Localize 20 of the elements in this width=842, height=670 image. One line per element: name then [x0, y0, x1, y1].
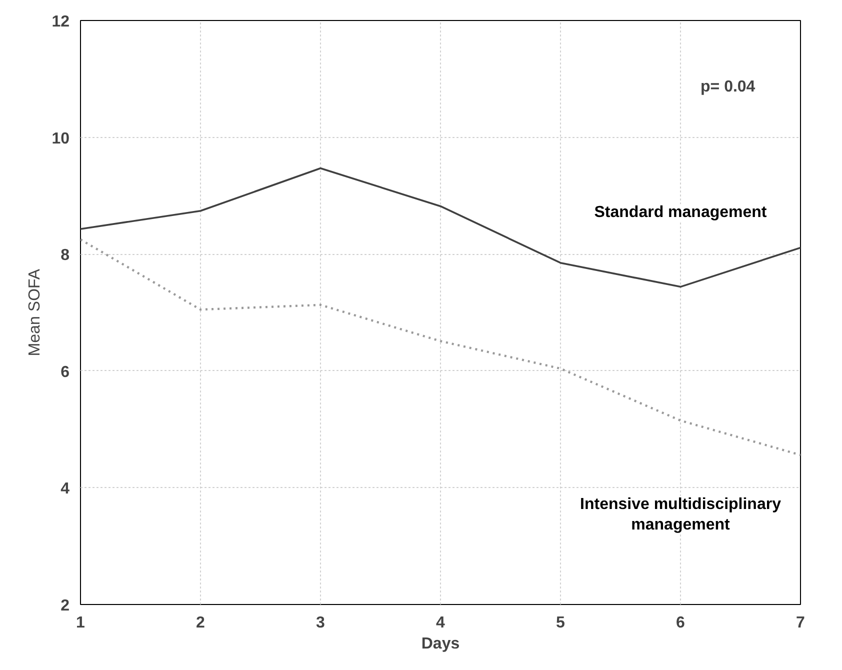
x-tick-label: 3 — [316, 614, 326, 632]
x-tick-label: 4 — [436, 614, 446, 632]
x-tick-label: 7 — [796, 614, 806, 632]
y-tick-label: 4 — [60, 480, 70, 498]
y-tick-label: 2 — [60, 598, 70, 614]
y-tick-label: 10 — [52, 130, 70, 148]
y-tick-label: 8 — [60, 247, 70, 264]
text: Intensive multidisciplinary management — [580, 496, 782, 534]
annotation: p= 0.04 — [700, 78, 756, 96]
y-tick-label: 6 — [60, 364, 70, 381]
x-tick-label: 5 — [556, 614, 566, 632]
line-series — [80, 167, 800, 288]
x-tick-label: 1 — [76, 614, 86, 632]
line-series — [80, 238, 800, 456]
x-axis-title: Days — [421, 636, 460, 652]
y-axis-title: Mean SOFA — [26, 268, 44, 356]
x-tick-label: 6 — [676, 614, 686, 632]
y-tick-label: 12 — [52, 14, 70, 30]
x-tick-label: 2 — [196, 614, 206, 632]
text: Standard management — [594, 204, 768, 222]
